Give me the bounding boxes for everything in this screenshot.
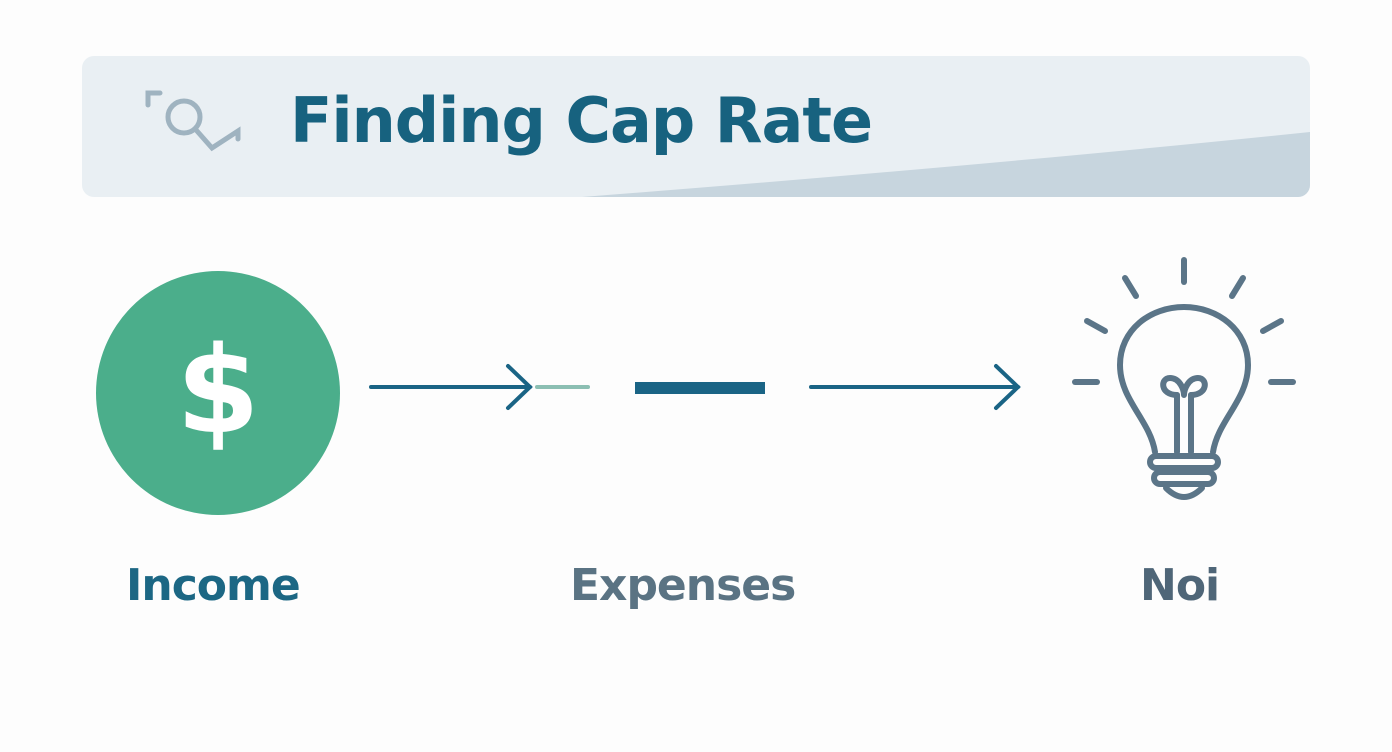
page-title: Finding Cap Rate bbox=[290, 84, 873, 157]
lightbulb-icon bbox=[1072, 257, 1296, 500]
arrow-expenses-to-noi bbox=[809, 364, 1021, 410]
noi-label: Noi bbox=[1140, 560, 1220, 611]
minus-icon bbox=[635, 382, 765, 394]
dollar-icon: $ bbox=[176, 322, 260, 461]
search-magnifier-icon bbox=[145, 90, 241, 152]
income-label: Income bbox=[126, 560, 301, 611]
income-circle bbox=[96, 271, 340, 515]
banner-wedge bbox=[582, 132, 1310, 197]
expenses-label: Expenses bbox=[570, 560, 796, 611]
arrow-income-to-expenses bbox=[369, 364, 590, 410]
title-banner bbox=[82, 56, 1310, 197]
income-node: $ bbox=[96, 271, 340, 515]
